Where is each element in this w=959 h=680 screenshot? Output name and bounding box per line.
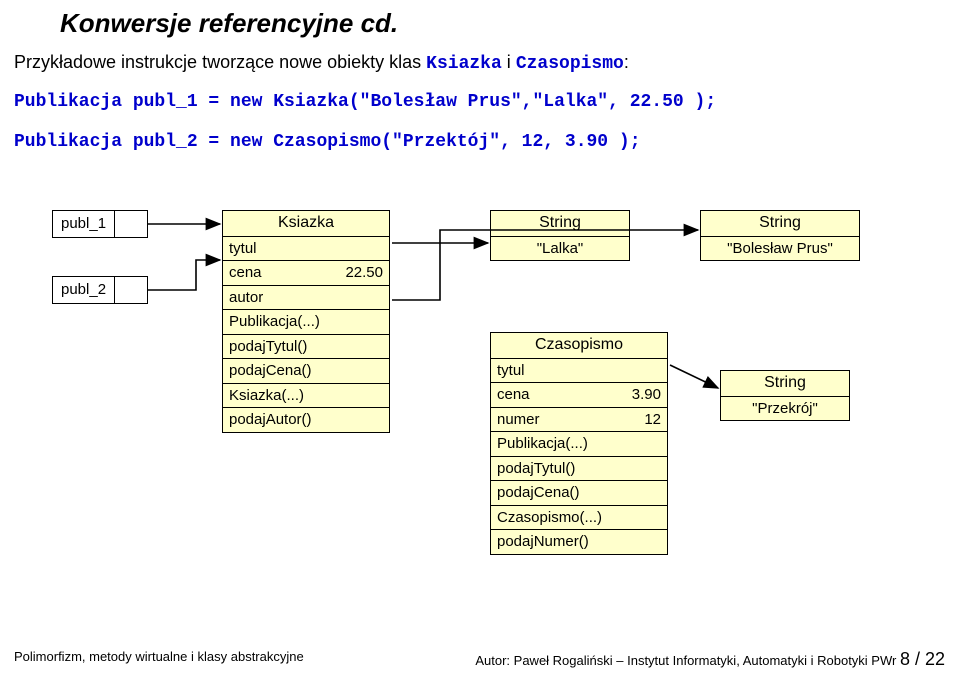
uml-string-prus: String "Bolesław Prus" — [700, 210, 860, 261]
cell-label: cena — [229, 263, 335, 283]
uml-ksiazka-row-podajtytul: podajTytul() — [223, 335, 389, 360]
ref-publ2-slot — [115, 277, 143, 303]
ref-publ1: publ_1 — [52, 210, 148, 238]
cell-value — [335, 288, 383, 308]
cell-value — [613, 361, 661, 381]
uml-ksiazka-row-podajautor: podajAutor() — [223, 408, 389, 432]
cell-label: tytul — [229, 239, 335, 259]
uml-ksiazka-row-ctor: Publikacja(...) — [223, 310, 389, 335]
page-title: Konwersje referencyjne cd. — [60, 8, 398, 39]
uml-string-lalka-value: "Lalka" — [491, 237, 629, 261]
code-line-1: Publikacja publ_1 = new Ksiazka("Bolesła… — [14, 92, 716, 112]
uml-czasopismo-row-podajtytul: podajTytul() — [491, 457, 667, 482]
cell-value: 22.50 — [335, 263, 383, 283]
ref-publ1-slot — [115, 211, 143, 237]
uml-czasopismo-row-ctor: Publikacja(...) — [491, 432, 667, 457]
intro-prefix: Przykładowe instrukcje tworzące nowe obi… — [14, 52, 426, 72]
cell-label: Czasopismo(...) — [497, 508, 661, 528]
uml-czasopismo-row-podajnumer: podajNumer() — [491, 530, 667, 554]
uml-czasopismo-row-cena: cena3.90 — [491, 383, 667, 408]
uml-ksiazka-row-tytul: tytul — [223, 237, 389, 262]
uml-czasopismo-row-podajcena: podajCena() — [491, 481, 667, 506]
footer: Polimorfizm, metody wirtualne i klasy ab… — [0, 649, 959, 670]
cell-label: Ksiazka(...) — [229, 386, 383, 406]
uml-string-lalka: String "Lalka" — [490, 210, 630, 261]
footer-right: Autor: Paweł Rogaliński – Instytut Infor… — [304, 649, 945, 670]
uml-czasopismo: Czasopismo tytul cena3.90 numer12 Publik… — [490, 332, 668, 555]
uml-czasopismo-row-tytul: tytul — [491, 359, 667, 384]
ref-publ2: publ_2 — [52, 276, 148, 304]
cell-label: podajTytul() — [497, 459, 661, 479]
cell-label: autor — [229, 288, 335, 308]
uml-ksiazka-row-autor: autor — [223, 286, 389, 311]
cell-value: 3.90 — [613, 385, 661, 405]
intro-class1: Ksiazka — [426, 54, 502, 74]
uml-czasopismo-header: Czasopismo — [491, 333, 667, 359]
uml-czasopismo-row-czasopismoctor: Czasopismo(...) — [491, 506, 667, 531]
cell-label: podajCena() — [229, 361, 383, 381]
intro-class2: Czasopismo — [516, 54, 624, 74]
ref-publ1-label: publ_1 — [53, 211, 115, 237]
ref-publ2-label: publ_2 — [53, 277, 115, 303]
uml-string-prus-header: String — [701, 211, 859, 237]
uml-ksiazka-row-ksiazkactor: Ksiazka(...) — [223, 384, 389, 409]
cell-label: Publikacja(...) — [229, 312, 383, 332]
footer-page: 8 / 22 — [900, 649, 945, 669]
uml-string-lalka-header: String — [491, 211, 629, 237]
footer-left: Polimorfizm, metody wirtualne i klasy ab… — [14, 649, 304, 670]
uml-ksiazka-header: Ksiazka — [223, 211, 389, 237]
uml-string-przekroj-value: "Przekrój" — [721, 397, 849, 421]
intro-text: Przykładowe instrukcje tworzące nowe obi… — [14, 52, 945, 74]
code-line-2: Publikacja publ_2 = new Czasopismo("Prze… — [14, 132, 641, 152]
uml-ksiazka-row-podajcena: podajCena() — [223, 359, 389, 384]
cell-label: tytul — [497, 361, 613, 381]
cell-label: numer — [497, 410, 613, 430]
footer-right-prefix: Autor: Paweł Rogaliński – Instytut Infor… — [475, 653, 900, 668]
cell-label: podajCena() — [497, 483, 661, 503]
cell-label: podajAutor() — [229, 410, 383, 430]
cell-value — [335, 239, 383, 259]
uml-string-przekroj: String "Przekrój" — [720, 370, 850, 421]
cell-label: cena — [497, 385, 613, 405]
cell-label: Publikacja(...) — [497, 434, 661, 454]
uml-ksiazka-row-cena: cena22.50 — [223, 261, 389, 286]
cell-label: podajTytul() — [229, 337, 383, 357]
uml-czasopismo-row-numer: numer12 — [491, 408, 667, 433]
uml-string-przekroj-header: String — [721, 371, 849, 397]
uml-ksiazka: Ksiazka tytul cena22.50 autor Publikacja… — [222, 210, 390, 433]
uml-string-prus-value: "Bolesław Prus" — [701, 237, 859, 261]
intro-mid: i — [502, 52, 516, 72]
intro-suffix: : — [624, 52, 629, 72]
cell-value: 12 — [613, 410, 661, 430]
cell-label: podajNumer() — [497, 532, 661, 552]
